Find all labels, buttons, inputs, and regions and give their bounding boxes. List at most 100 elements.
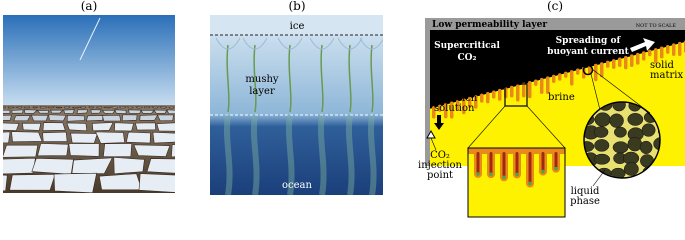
- leader: [430, 137, 437, 151]
- finger: [636, 52, 640, 65]
- grain: [594, 139, 610, 152]
- salt-plate: [114, 109, 127, 115]
- finger-core: [541, 152, 545, 172]
- salt-plate: [176, 115, 193, 121]
- grain: [627, 112, 644, 126]
- finger: [498, 88, 502, 101]
- wall: [425, 18, 430, 166]
- finger-tip: [515, 172, 519, 177]
- finger: [492, 90, 496, 99]
- salt-plate: [134, 106, 144, 109]
- grain: [584, 166, 595, 178]
- salt-plate: [42, 131, 68, 142]
- zoom-line: [467, 105, 506, 149]
- label: CO₂: [458, 53, 477, 63]
- finger-tip: [476, 172, 480, 176]
- finger-core: [528, 152, 532, 184]
- label: point: [427, 170, 453, 181]
- arrow: [630, 38, 655, 52]
- zoom-circle: [582, 64, 594, 76]
- salt-plate: [121, 194, 172, 213]
- salt-plate: [30, 114, 49, 122]
- plume: [285, 114, 295, 195]
- salt-plate: [128, 109, 142, 114]
- salt-plate: [3, 131, 11, 144]
- finger: [588, 65, 592, 75]
- label: CO₂-rich: [434, 93, 478, 104]
- salt-plate: [13, 115, 31, 122]
- panel-label: (b): [288, 0, 305, 13]
- zoom-box: [504, 83, 528, 107]
- salt-plate: [3, 174, 8, 192]
- channel: [348, 44, 352, 113]
- dendrite: [359, 37, 383, 50]
- salt-plate: [0, 144, 2, 158]
- salt-plate: [24, 109, 38, 114]
- salt-plate: [159, 106, 168, 109]
- finger: [642, 51, 646, 61]
- grain: [627, 136, 643, 152]
- grain: [610, 167, 626, 178]
- salt-plate: [138, 173, 175, 193]
- ice: [210, 15, 383, 35]
- finger: [666, 44, 670, 54]
- salt-plate: [63, 109, 75, 114]
- finger: [630, 54, 634, 67]
- label: liquid: [571, 186, 600, 197]
- label: CO₂: [430, 150, 450, 161]
- grain: [657, 125, 660, 137]
- sea: [210, 15, 383, 195]
- finger: [600, 62, 604, 78]
- salt-plate: [47, 106, 56, 109]
- arrow: [434, 115, 444, 130]
- label: Spreading of: [556, 36, 622, 46]
- salt-plate: [7, 106, 15, 109]
- plume: [250, 114, 260, 195]
- finger: [450, 101, 454, 119]
- salt-plate: [102, 114, 122, 122]
- grain: [653, 137, 660, 151]
- finger-tip: [541, 169, 545, 174]
- finger-tip: [502, 175, 506, 180]
- finger-core: [489, 152, 493, 175]
- finger: [474, 95, 478, 109]
- salt-plate: [31, 157, 74, 175]
- finger: [462, 98, 466, 115]
- grain: [639, 140, 653, 155]
- zoom-line: [526, 105, 566, 149]
- salt-plate: [66, 115, 85, 122]
- salt-plate: [139, 114, 159, 121]
- salt-plate: [48, 114, 67, 122]
- grain: [641, 123, 656, 137]
- grain: [612, 141, 629, 154]
- salt-plate: [68, 143, 100, 157]
- cap-layer: [425, 18, 685, 30]
- inset-frame: [467, 147, 566, 218]
- salt-plate: [126, 106, 134, 109]
- salt-plate: [101, 109, 116, 114]
- finger: [516, 84, 520, 102]
- finger: [618, 57, 622, 68]
- finger: [624, 55, 628, 70]
- salt-plate: [168, 106, 175, 109]
- plume: [367, 114, 377, 195]
- plume: [345, 114, 355, 195]
- figure: (a) (b) (c) ice mushy layer ocean Low pe…: [0, 0, 685, 218]
- salt-plate: [32, 106, 39, 109]
- salt-plate: [156, 122, 175, 132]
- finger: [678, 41, 682, 56]
- salt-plate: [76, 109, 89, 114]
- grain: [612, 102, 626, 112]
- finger: [522, 82, 526, 98]
- sky: [3, 15, 175, 110]
- co2-region: [425, 28, 685, 110]
- salt-plate: [71, 157, 113, 174]
- salt-plate: [146, 158, 175, 174]
- salt-plate: [22, 122, 42, 131]
- finger: [660, 46, 664, 59]
- salt-plate: [118, 106, 127, 109]
- channel: [320, 44, 324, 113]
- label: buoyant current: [547, 47, 630, 57]
- channel: [226, 44, 230, 113]
- grain: [642, 165, 659, 178]
